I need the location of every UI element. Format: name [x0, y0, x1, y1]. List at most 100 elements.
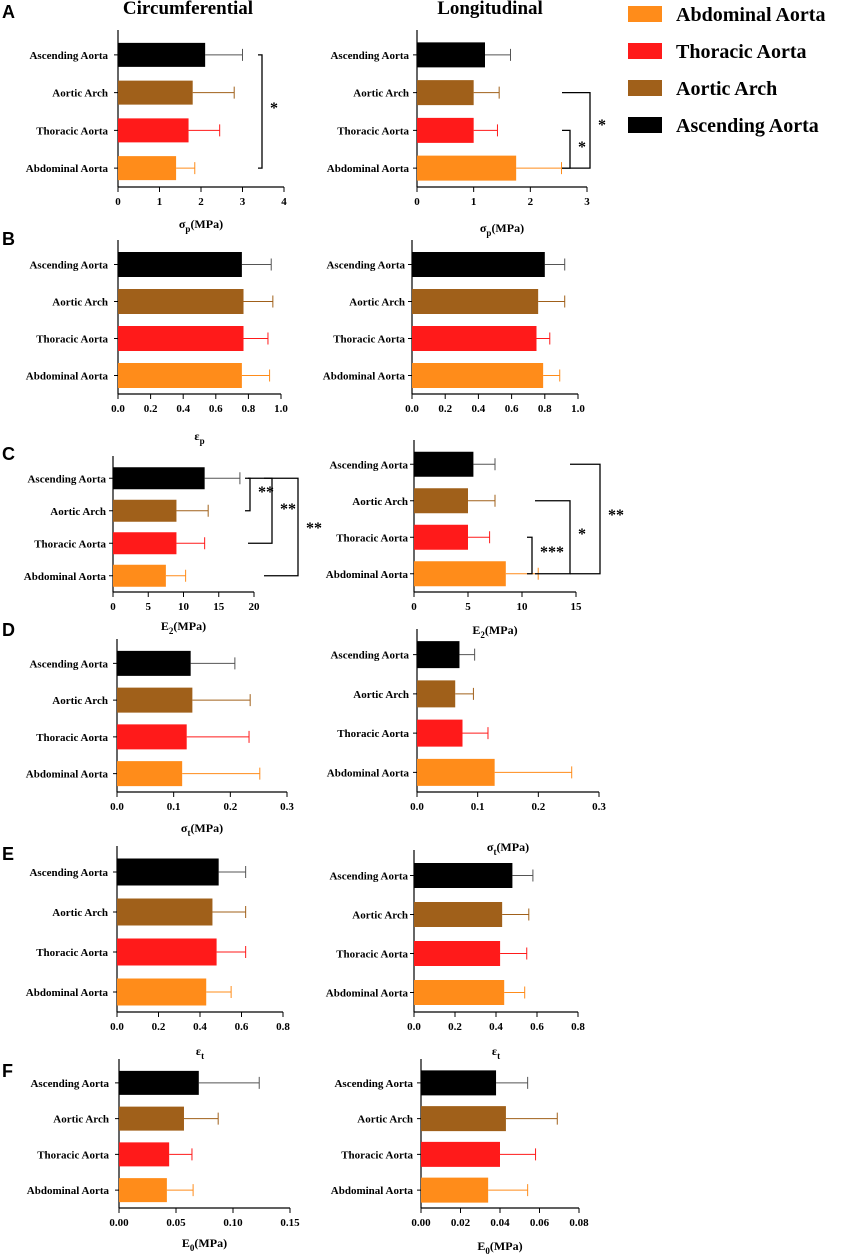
bar-abdominal-aorta: [119, 1178, 167, 1203]
category-label-thoracic-aorta: Thoracic Aorta: [36, 334, 108, 346]
bar-ascending-aorta: [113, 467, 205, 490]
x-tick-label: 0.0: [410, 801, 424, 813]
bar-aortic-arch: [113, 499, 177, 522]
bar-abdominal-aorta: [118, 156, 177, 181]
bar-thoracic-aorta: [117, 724, 187, 750]
panel-label-b: B: [2, 229, 15, 249]
significance-label: *: [270, 100, 278, 117]
chart-12: Ascending Aorta Aortic Arch Thoracic Aorta…: [331, 1059, 589, 1256]
category-label-thoracic-aorta: Thoracic Aorta: [37, 1149, 109, 1161]
bar-ascending-aorta: [117, 858, 219, 886]
category-label-thoracic-aorta: Thoracic Aorta: [336, 949, 408, 961]
significance-bracket: [535, 500, 571, 575]
x-axis-label: σp(MPa): [480, 221, 524, 238]
x-tick-label: 0.2: [531, 801, 545, 813]
legend-swatch-thoracic-aorta: [628, 43, 662, 59]
significance-label: **: [608, 507, 624, 524]
x-tick-label: 0: [115, 196, 121, 208]
x-tick-label: 0.0: [110, 801, 124, 813]
x-tick-label: 1: [471, 196, 477, 208]
significance-label: *: [578, 139, 586, 156]
significance-label: *: [598, 117, 606, 134]
bar-aortic-arch: [118, 80, 193, 105]
chart-2: Ascending Aorta Aortic Arch Thoracic Aorta…: [327, 30, 606, 238]
x-axis-label: εt: [196, 1044, 204, 1061]
significance-bracket: [258, 54, 263, 169]
category-label-aortic-arch: Aortic Arch: [353, 689, 409, 701]
category-label-ascending-aorta: Ascending Aorta: [30, 1078, 109, 1090]
category-label-aortic-arch: Aortic Arch: [349, 297, 405, 309]
x-tick-label: 0.2: [448, 1021, 462, 1033]
bar-abdominal-aorta: [421, 1177, 489, 1203]
x-tick-label: 1.0: [274, 403, 288, 415]
x-tick-label: 15: [571, 601, 583, 613]
x-tick-label: 0.00: [411, 1217, 431, 1229]
bar-ascending-aorta: [117, 650, 191, 676]
bar-ascending-aorta: [118, 42, 206, 67]
bar-ascending-aorta: [412, 252, 545, 277]
bar-thoracic-aorta: [117, 938, 217, 966]
chart-3: B Ascending Aorta Aortic Arch Thoracic Aort…: [2, 229, 288, 446]
legend-label-abdominal-aorta: Abdominal Aorta: [676, 4, 825, 26]
x-tick-label: 0.3: [592, 801, 606, 813]
x-tick-label: 1.0: [571, 403, 585, 415]
x-axis-label: E2(MPa): [161, 619, 206, 636]
x-tick-label: 4: [281, 196, 287, 208]
bar-ascending-aorta: [414, 863, 513, 888]
bar-thoracic-aorta: [118, 326, 244, 351]
x-tick-label: 0.0: [110, 1021, 124, 1033]
x-tick-label: 3: [240, 196, 246, 208]
category-label-ascending-aorta: Ascending Aorta: [329, 459, 408, 471]
x-tick-label: 10: [517, 601, 529, 613]
x-tick-label: 0.0: [407, 1021, 421, 1033]
bar-thoracic-aorta: [421, 1141, 500, 1167]
chart-6: Ascending Aorta Aortic Arch Thoracic Aorta…: [326, 440, 624, 640]
category-label-ascending-aorta: Ascending Aorta: [29, 260, 108, 272]
x-axis-label: εt: [492, 1044, 500, 1061]
bar-ascending-aorta: [119, 1070, 199, 1095]
category-label-ascending-aorta: Ascending Aorta: [27, 473, 106, 485]
bar-aortic-arch: [421, 1106, 506, 1132]
bar-thoracic-aorta: [414, 941, 501, 966]
x-tick-label: 0.8: [242, 403, 256, 415]
significance-bracket: [562, 129, 571, 169]
category-label-thoracic-aorta: Thoracic Aorta: [36, 125, 108, 137]
x-axis-label: σt(MPa): [487, 840, 529, 857]
x-tick-label: 5: [465, 601, 471, 613]
x-tick-label: 0.04: [490, 1217, 510, 1229]
x-tick-label: 0.3: [280, 801, 294, 813]
bar-thoracic-aorta: [414, 524, 468, 550]
x-tick-label: 0.0: [111, 403, 125, 415]
category-label-abdominal-aorta: Abdominal Aorta: [327, 163, 410, 175]
significance-label: **: [280, 501, 296, 518]
category-label-abdominal-aorta: Abdominal Aorta: [331, 1185, 414, 1197]
bar-abdominal-aorta: [117, 761, 183, 787]
bar-thoracic-aorta: [118, 118, 189, 143]
x-axis-label: σp(MPa): [179, 217, 223, 234]
bar-aortic-arch: [117, 687, 193, 713]
significance-bracket: [245, 477, 251, 512]
x-tick-label: 0.6: [505, 403, 519, 415]
panel-label-f: F: [2, 1061, 13, 1081]
legend-swatch-ascending-aorta: [628, 117, 662, 133]
significance-bracket: [527, 536, 533, 575]
x-tick-label: 5: [146, 601, 152, 613]
charts-group: A Ascending Aorta Aortic Arch Thoracic Aort…: [2, 2, 624, 1256]
bar-aortic-arch: [119, 1106, 184, 1131]
x-tick-label: 2: [528, 196, 534, 208]
significance-bracket: [562, 91, 591, 169]
category-label-thoracic-aorta: Thoracic Aorta: [36, 947, 108, 959]
bar-ascending-aorta: [421, 1070, 497, 1096]
longitudinal-column-header: Longitudinal: [437, 0, 543, 19]
category-label-thoracic-aorta: Thoracic Aorta: [337, 125, 409, 137]
chart-8: Ascending Aorta Aortic Arch Thoracic Aorta…: [327, 629, 606, 857]
x-axis-label: E0(MPa): [182, 1236, 227, 1253]
x-tick-label: 0.2: [144, 403, 158, 415]
panel-label-d: D: [2, 620, 15, 640]
bar-abdominal-aorta: [117, 978, 207, 1006]
bar-thoracic-aorta: [417, 117, 474, 143]
bar-thoracic-aorta: [119, 1142, 170, 1167]
bar-ascending-aorta: [118, 252, 242, 277]
x-axis-label: E2(MPa): [472, 623, 517, 640]
chart-1: A Ascending Aorta Aortic Arch Thoracic Aort…: [2, 2, 287, 234]
